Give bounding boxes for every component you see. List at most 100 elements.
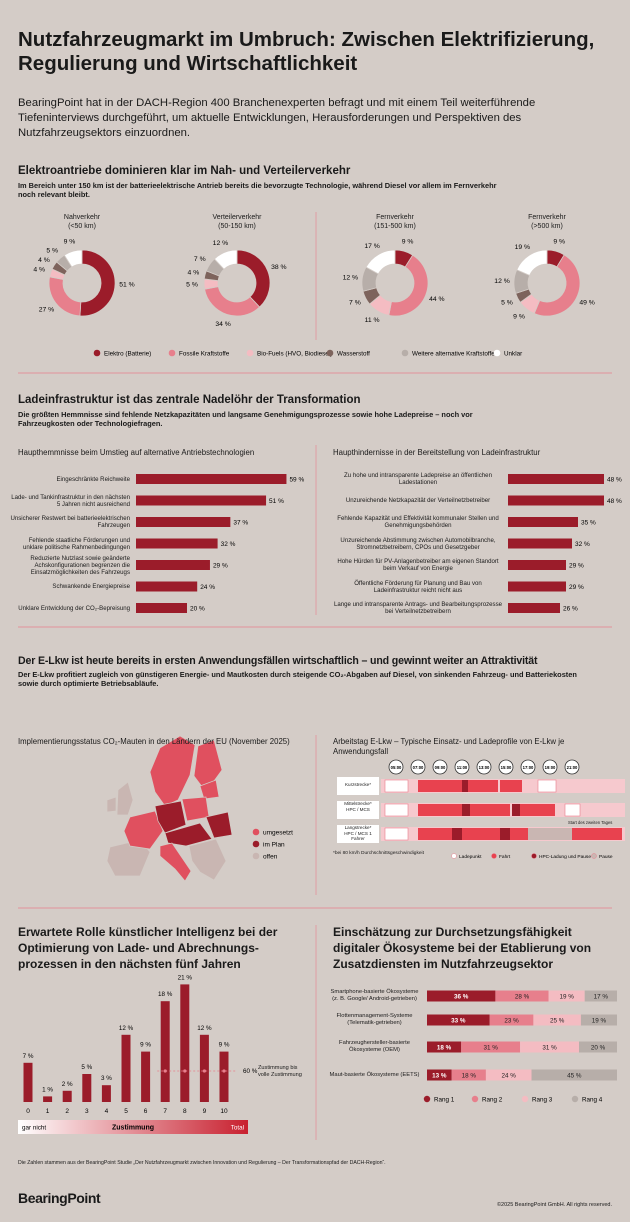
timeline-note: Start des zweiten Tages [568,820,613,825]
x-tick-label: 5 [124,1108,128,1115]
value-label: 5 % [46,248,58,255]
category-label: Unklare Entwicklung der CO₂-Bepreisung [18,604,130,612]
value-label: 32 % [575,541,590,548]
map-region [181,796,210,822]
value-label: 5 % [186,281,198,288]
chart-title: Einschätzung zur Durchsetzungsfähigkeit … [333,925,592,971]
bar [508,517,578,527]
legend-label: offen [263,853,278,860]
bar-segment [580,1014,617,1026]
timeline-segment [418,804,462,816]
donut-slice [516,249,548,276]
value-label: 9 % [219,1042,230,1049]
legend-marker [451,853,457,859]
value-label: 26 % [563,605,578,612]
row-sublabel: HPC / MCS [346,806,370,812]
value-label: 48 % [607,498,622,505]
value-label: 5 % [81,1064,92,1071]
bar-segment [584,990,617,1002]
legend-marker [471,1095,479,1103]
map-region [188,838,227,881]
page-title: Nutzfahrzeugmarkt im Umbruch: Zwischen E… [18,28,595,75]
section-subheading: Die größten Hemmnisse sind fehlende Netz… [18,410,473,428]
bar-segment [548,990,585,1002]
value-label: 9 % [402,239,414,246]
bar [121,1034,131,1102]
section-subheading: Im Bereich unter 150 km ist der batterie… [18,181,497,199]
time-label: 17:00 [523,765,534,770]
bar [508,474,604,484]
value-label: 27 % [39,306,55,313]
donut-slice [533,254,581,317]
bar [160,1001,170,1102]
value-label: 2 % [62,1081,73,1088]
legend-label: umgesetzt [263,829,293,836]
value-label: 24 % [200,584,215,591]
source-note: Die Zahlen stammen aus der BearingPoint … [18,1160,386,1166]
legend-marker [246,349,254,357]
bar [101,1085,111,1102]
bar [508,603,560,613]
value-label: 4 % [33,267,45,274]
map-region [123,810,164,850]
bar-segment [427,1014,490,1026]
clock [432,759,448,775]
bar-segment [520,1041,579,1053]
legend-marker [401,349,409,357]
bar [219,1051,229,1102]
legend-label: Rang 2 [482,1097,503,1104]
time-label: 13:00 [479,765,490,770]
bar-segment [461,1041,521,1053]
legend-marker [326,349,334,357]
scale-label: Total [231,1125,244,1132]
legend-marker [521,1095,529,1103]
europe-map [106,735,233,882]
bar-segment [427,1041,462,1053]
annotation-dot [163,1069,167,1073]
value-label: 32 % [221,541,236,548]
category-label: Maut-basierte Ökosysteme (EETS) [329,1071,420,1078]
value-label: 34 % [215,321,231,328]
timeline-segment [418,780,462,792]
value-label: 37 % [233,519,248,526]
intro: BearingPoint hat in der DACH-Region 400 … [18,97,536,139]
time-label: 09:00 [435,765,446,770]
timeline-segment [537,779,557,793]
value-label: 11 % [365,317,380,324]
category-label: Unsicherer Restwert bei batterieelektris… [10,515,130,529]
category-label: Lange und intransparente Antrags- und Be… [333,601,503,615]
value-label: 38 % [271,264,287,271]
legend-marker [252,840,260,848]
category-label: Lade- und Tankinfrastruktur in den nächs… [11,493,130,508]
value-label: 12 % [119,1025,134,1032]
donut-subtitle: (151-500 km) [374,223,416,230]
timeline-segment [510,828,528,840]
row-sublabel: HPC / MCS 1 Fahrer [344,830,372,841]
legend-label: im Plan [263,841,285,848]
category-label: Reduzierte Nutzlast sowie geänderte Achs… [30,554,130,576]
clock [542,759,558,775]
map-region [159,842,192,882]
row-label: Langstrecke* [344,825,372,830]
legend-marker [571,1095,579,1103]
value-label: 36 % [454,993,469,1000]
timeline-segment [500,780,522,792]
x-tick-label: 6 [144,1108,148,1115]
value-label: 25 % [550,1017,565,1024]
bar-segment [579,1041,617,1053]
category-label: Schwankende Energiepreise [52,583,130,590]
copyright: ©2025 BearingPoint GmbH. All rights rese… [496,1202,612,1208]
annotation-text: Zustimmung bis volle Zustimmung [258,1065,302,1078]
row-label-box [337,825,379,843]
annotation-value: 60 % [243,1068,258,1075]
timeline-segment [500,828,510,840]
bar [62,1090,72,1102]
bar-segment [531,1069,617,1081]
bar [199,1034,209,1102]
legend-label: Rang 3 [532,1097,553,1104]
time-label: 11:00 [457,765,468,770]
clock [520,759,536,775]
bar [82,1074,92,1102]
annotation-dot [202,1069,206,1073]
legend-label: Fahrt [499,854,511,860]
